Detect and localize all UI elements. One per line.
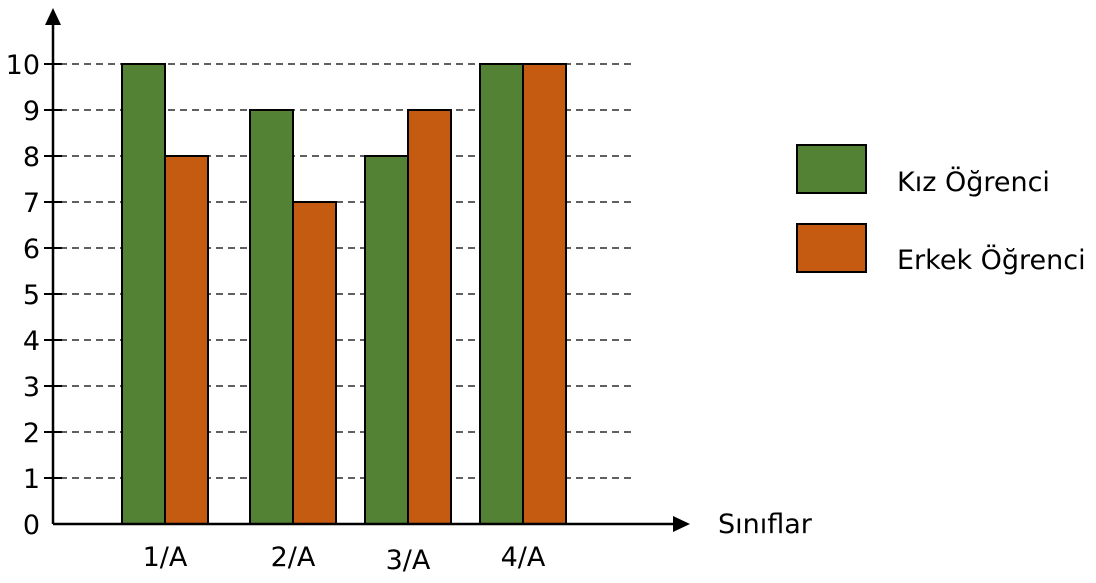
- bar-kiz-4: [479, 63, 524, 525]
- bar-kiz-1: [121, 63, 166, 525]
- y-tick-label: 5: [23, 280, 40, 311]
- bar-erkek-1: [164, 155, 209, 525]
- y-tick-labels: 0 1 2 3 4 5 6 7 8 9 10: [6, 50, 40, 541]
- x-tick-label: 1/A: [143, 542, 188, 573]
- bar-erkek-3: [407, 109, 452, 525]
- bar-kiz-3: [364, 155, 409, 525]
- y-tick-label: 9: [23, 96, 40, 127]
- y-tick-label: 0: [23, 510, 40, 541]
- legend: Kız Öğrenci Erkek Öğrenci: [796, 144, 1086, 276]
- legend-label: Erkek Öğrenci: [897, 244, 1086, 276]
- y-tick-label: 8: [23, 142, 40, 173]
- bar-kiz-2: [249, 109, 294, 525]
- legend-swatch: [796, 223, 867, 273]
- x-tick-label: 3/A: [386, 545, 431, 576]
- bar-erkek-4: [522, 63, 567, 525]
- x-tick-label: 4/A: [501, 542, 546, 573]
- y-tick-label: 6: [23, 234, 40, 265]
- x-tick-label: 2/A: [271, 542, 316, 573]
- legend-label: Kız Öğrenci: [897, 166, 1050, 198]
- x-axis-arrow-icon: [673, 516, 690, 532]
- x-axis-label: Sınıflar: [718, 509, 813, 540]
- y-tick-label: 1: [23, 464, 40, 495]
- legend-swatch: [796, 144, 867, 194]
- bars: [121, 63, 567, 525]
- y-tick-label: 10: [6, 50, 40, 81]
- y-tick-label: 2: [23, 418, 40, 449]
- bar-erkek-2: [292, 201, 337, 525]
- axes: [45, 8, 690, 532]
- y-axis-arrow-icon: [45, 8, 61, 25]
- x-tick-labels: 1/A 2/A 3/A 4/A: [143, 542, 546, 576]
- y-tick-label: 7: [23, 188, 40, 219]
- y-tick-label: 4: [23, 326, 40, 357]
- y-tick-label: 3: [23, 372, 40, 403]
